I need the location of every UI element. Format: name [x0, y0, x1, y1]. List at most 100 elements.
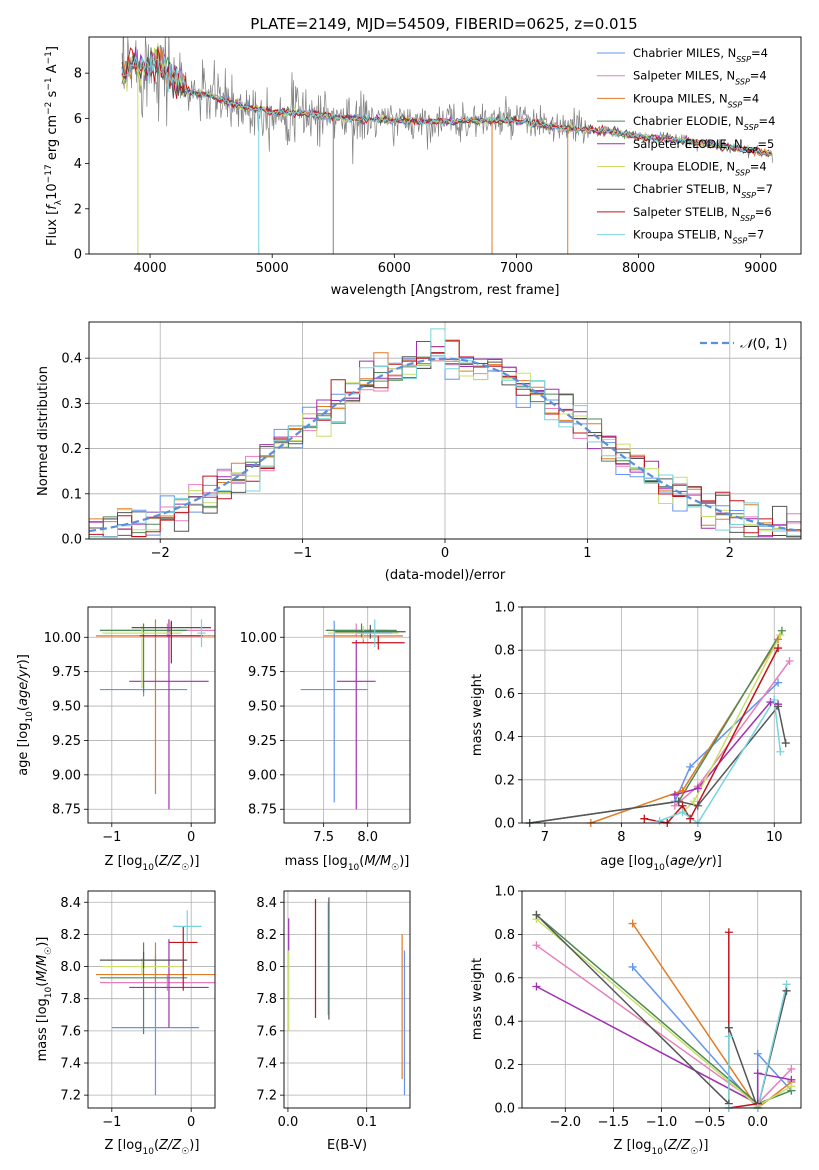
x-tick-label: 0.1: [356, 1115, 377, 1130]
y-tick-label: 9.50: [52, 700, 81, 715]
x-tick-label: −1.5: [598, 1115, 630, 1130]
series-marker: [674, 797, 683, 806]
series-marker: [532, 910, 541, 919]
x-tick-label: −1: [102, 830, 121, 845]
y-tick-label: 7.4: [60, 1056, 81, 1071]
series-marker: [678, 786, 687, 795]
x-tick-label: 5000: [256, 261, 289, 276]
series-line: [728, 932, 758, 1108]
series-marker: [753, 1069, 762, 1078]
series-marker: [628, 962, 637, 971]
axes-massweight_vs_Z: −2.0 −1.5 −1.0 −0.5 0.0 0.0 0.2 0.4 0.6 0.8 1.0 Z […: [470, 885, 802, 1157]
axes-frame: [283, 606, 411, 824]
series-marker: [686, 814, 695, 823]
legend-label: Kroupa MILES, NSSP=4: [633, 91, 759, 109]
y-tick-label: 9.75: [52, 665, 81, 680]
data-spectrum-line: [121, 37, 774, 165]
x-tick-label: −1: [293, 546, 312, 561]
legend-label: Salpeter MILES, NSSP=4: [633, 69, 767, 87]
y-axis-label: age [log10(age/yr)]: [16, 654, 35, 776]
legend-label: Salpeter STELIB, NSSP=6: [633, 205, 772, 223]
y-axis-label: Flux [fλ10−17 erg cm−2 s−1 A−1]: [44, 46, 64, 246]
y-tick-label: 8.75: [52, 803, 81, 818]
axes-frame: [521, 890, 802, 1109]
legend: Chabrier MILES, NSSP=4 Salpeter MILES, NS…: [597, 46, 775, 245]
y-tick-label: 1.0: [494, 601, 515, 616]
axes-residuals: −2 −1 0 1 2 0.0 0.1 0.2 0.3 0.4 (data-model)/error…: [36, 321, 802, 583]
axes-frame: [88, 36, 802, 255]
legend-label: Salpeter ELODIE, NSSP=5: [633, 137, 774, 155]
axes-frame: [87, 890, 216, 1109]
model-line: [121, 46, 772, 156]
axes-age_vs_Z: −1 0 8.75 9.00 9.25 9.50 9.75 10.00 Z [log10(Z/Z…: [16, 606, 216, 873]
y-tick-label: 9.00: [52, 768, 81, 783]
y-tick-label: 0.4: [61, 352, 82, 367]
axes-age_vs_mass: 7.5 8.0 8.75 9.00 9.25 9.50 9.75 10.00 mass [log…: [240, 606, 411, 873]
x-axis-label: Z [log10(Z/Z☉)]: [105, 854, 200, 873]
series-line: [728, 984, 788, 1108]
plot-area-age_vs_Z: [95, 619, 215, 810]
y-tick-label: 0: [74, 248, 82, 263]
x-tick-label: 8.0: [357, 830, 378, 845]
series-marker: [774, 678, 783, 687]
y-tick-label: 10.00: [44, 631, 81, 646]
plot-area-residuals: [89, 328, 801, 539]
plot-area-massweight_vs_age: [529, 630, 791, 823]
y-tick-label: 9.00: [248, 768, 277, 783]
y-tick-label: 4: [74, 157, 82, 172]
y-tick-label: 0.6: [494, 687, 515, 702]
series-marker: [776, 747, 785, 756]
series-marker: [724, 1032, 733, 1041]
x-axis-label: (data-model)/error: [385, 568, 506, 583]
x-tick-label: −2.0: [550, 1115, 582, 1130]
y-tick-label: 0.4: [494, 1015, 515, 1030]
plot-area-spectrum: [121, 37, 774, 254]
y-tick-label: 8: [74, 67, 82, 82]
series-marker: [777, 626, 786, 635]
y-axis-label: mass weight: [470, 958, 485, 1040]
series-marker: [787, 1064, 796, 1073]
series-marker: [628, 919, 637, 928]
series-marker: [753, 1049, 762, 1058]
series-line: [529, 630, 783, 823]
x-tick-label: 4000: [134, 261, 167, 276]
y-tick-label: 8.2: [60, 928, 81, 943]
y-tick-label: 0.8: [494, 928, 515, 943]
x-tick-label: 7.5: [313, 830, 334, 845]
y-tick-label: 9.25: [248, 734, 277, 749]
series-line: [631, 923, 792, 1108]
series-line: [674, 660, 791, 807]
plot-area-age_vs_mass: [300, 619, 406, 810]
series-marker: [787, 1082, 796, 1091]
x-tick-label: 2: [726, 546, 734, 561]
x-tick-label: 0.0: [747, 1115, 768, 1130]
series-marker: [774, 635, 783, 644]
y-tick-label: 7.4: [256, 1056, 277, 1071]
y-tick-label: 9.75: [248, 665, 277, 680]
legend-label: 𝒩(0, 1): [740, 337, 787, 352]
y-tick-label: 0.4: [494, 730, 515, 745]
legend-label: Chabrier MILES, NSSP=4: [633, 46, 768, 64]
x-tick-label: 8: [617, 830, 625, 845]
series-marker: [640, 814, 649, 823]
series-line: [535, 914, 792, 1105]
x-tick-label: 0: [441, 546, 449, 561]
legend-label: Kroupa ELODIE, NSSP=4: [633, 160, 767, 178]
axes-mass_vs_Z: −1 0 7.2 7.4 7.6 7.8 8.0 8.2 8.4 Z [log10(Z/Z☉)] m…: [35, 890, 216, 1157]
x-tick-label: 0: [187, 1115, 195, 1130]
x-axis-label: Z [log10(Z/Z☉)]: [105, 1138, 200, 1157]
series-marker: [655, 816, 664, 825]
y-tick-label: 0.3: [61, 397, 82, 412]
y-tick-label: 8.75: [248, 803, 277, 818]
series-marker: [785, 657, 794, 665]
y-tick-label: 8.0: [256, 960, 277, 975]
x-tick-label: 0: [187, 830, 195, 845]
plot-area-mass_vs_Z: [95, 910, 215, 1096]
series-line: [674, 682, 779, 802]
y-tick-label: 7.8: [60, 992, 81, 1007]
series-marker: [670, 790, 679, 799]
x-tick-label: −0.5: [694, 1115, 726, 1130]
series-line: [590, 638, 779, 823]
y-tick-label: 10.00: [240, 631, 277, 646]
series-marker: [532, 941, 541, 950]
